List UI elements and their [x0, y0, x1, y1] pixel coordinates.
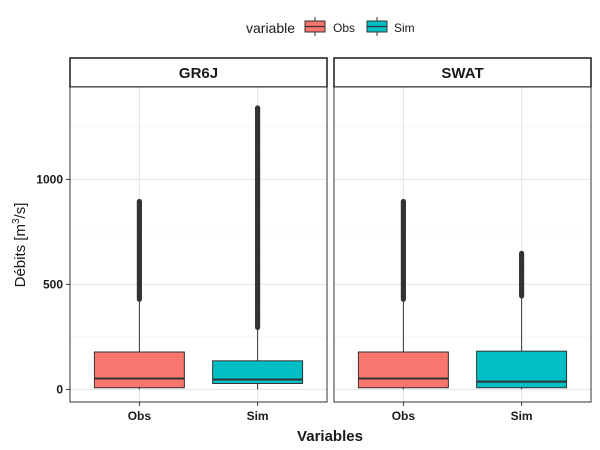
box-iqr — [93, 351, 185, 389]
outlier-point — [255, 105, 261, 111]
outlier-point — [400, 198, 406, 205]
legend-label-obs: Obs — [333, 21, 355, 35]
panel-background — [70, 87, 327, 402]
x-tick-label: Sim — [247, 409, 269, 423]
panel-title: GR6J — [179, 65, 218, 82]
legend-key-sim — [366, 17, 388, 36]
panel-1: SWAT Obs Sim — [333, 57, 592, 423]
legend: variable Obs Sim — [246, 17, 415, 36]
legend-key-obs — [304, 17, 326, 36]
x-tick-label: Obs — [392, 409, 416, 423]
y-tick-label: 500 — [43, 277, 63, 291]
box-iqr — [357, 351, 449, 389]
y-axis-title-tail: /s] — [12, 203, 29, 219]
panel-strip — [69, 57, 328, 88]
panel-title: SWAT — [441, 65, 483, 82]
box-iqr — [212, 360, 304, 385]
panel-0: GR6J Obs Sim 0 500 1000 — [36, 57, 328, 423]
box-sim — [476, 250, 568, 390]
x-tick-label: Sim — [511, 409, 533, 423]
outlier-point — [136, 198, 142, 205]
legend-title: variable — [246, 20, 295, 36]
y-axis-title-main: Débits [m — [12, 224, 29, 287]
box-obs — [357, 198, 449, 390]
x-tick-label: Obs — [128, 409, 152, 423]
panel-frame — [333, 86, 592, 403]
x-axis-title: Variables — [297, 428, 363, 445]
y-tick-label: 1000 — [36, 172, 63, 186]
box-sim — [212, 105, 304, 390]
panel-frame — [69, 86, 328, 403]
legend-label-sim: Sim — [394, 21, 415, 35]
y-axis-title-sup: 3 — [11, 218, 22, 224]
panel-background — [334, 87, 591, 402]
panels: GR6J Obs Sim 0 500 1000 SWAT Obs Sim — [36, 57, 592, 423]
y-axis-title: Débits [m3/s] — [11, 203, 29, 288]
y-tick-label: 0 — [56, 382, 63, 396]
box-obs — [93, 198, 185, 390]
outlier-point — [519, 250, 525, 256]
